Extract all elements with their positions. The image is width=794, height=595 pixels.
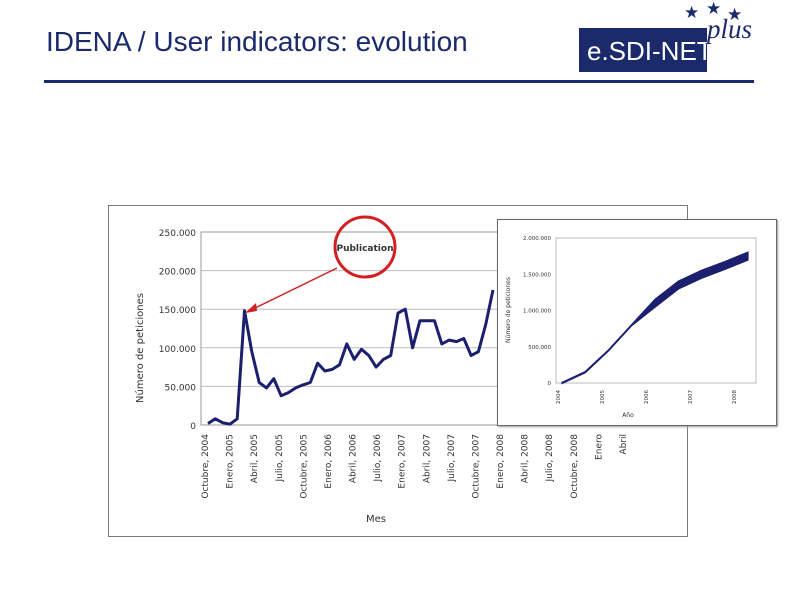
star-icon: ★ [679,26,693,43]
inset-x-tick-label: 2008 [732,390,738,404]
y-tick-label: 100.000 [159,345,196,355]
publication-label: Publication [336,244,393,254]
y-tick-label: 150.000 [159,306,196,316]
star-icon: ★ [684,3,700,22]
annotation-arrow [246,267,338,313]
inset-y-axis-label: Número de peticiones [505,277,512,343]
inset-y-tick-label: 1.000.000 [523,309,551,315]
inset-y-tick-label: 0 [548,381,552,387]
x-tick-label: Enero [594,434,604,460]
title-divider [44,80,754,83]
y-axis-label: Número de peticiones [134,293,146,403]
x-tick-label: Enero, 2005 [226,434,236,489]
x-tick-label: Julio, 2006 [373,434,383,483]
inset-x-tick-label: 2006 [644,390,650,404]
inset-plot-area [555,237,757,384]
x-tick-label: Octubre, 2005 [299,434,309,499]
x-tick-label: Abril, 2005 [250,434,260,483]
x-tick-label: Octubre, 2007 [471,434,481,499]
x-tick-label: Abril [619,434,629,455]
y-tick-label: 250.000 [159,229,196,239]
x-tick-labels: Octubre, 2004 Enero, 2005 Abril, 2005 Julio… [201,434,629,499]
inset-x-tick-labels: 2004 2005 2006 2007 2008 [556,390,738,404]
y-tick-label: 0 [190,422,196,432]
inset-y-tick-labels: 2.000.000 1.500.000 1.000.000 500.000 0 [523,236,552,387]
x-tick-label: Julio, 2005 [275,434,285,483]
inset-y-tick-label: 1.500.000 [523,272,551,278]
plot-area [200,231,502,426]
logo-background [579,28,707,72]
x-tick-label: Abril, 2007 [422,434,432,483]
slide-title: IDENA / User indicators: evolution [46,26,468,57]
x-tick-label: Julio, 2008 [545,434,555,483]
inset-series-band [561,251,749,385]
annotation-arrowhead [245,303,257,313]
inset-x-tick-label: 2004 [556,390,562,404]
y-tick-labels: 250.000 200.000 150.000 100.000 50.000 0 [159,229,196,432]
y-tick-label: 200.000 [159,268,196,278]
x-tick-label: Octubre, 2004 [201,434,211,499]
x-tick-label: Enero, 2007 [398,434,408,489]
x-tick-label: Abril, 2006 [349,434,359,483]
x-tick-label: Enero, 2006 [324,434,334,489]
cumulative-requests-chart-inset: 2.000.000 1.500.000 1.000.000 500.000 0 2004… [497,219,777,426]
x-axis-label: Mes [366,514,386,525]
star-icon: ★ [727,5,743,24]
logo-text: e.SDI-NET [587,36,713,66]
cumulative-requests-chart: 2.000.000 1.500.000 1.000.000 500.000 0 2004… [505,236,757,419]
gridlines [201,231,501,426]
esdi-net-plus-logo: e.SDI-NET plus ★ ★ ★ ★ [579,0,779,76]
x-tick-label: Enero, 2008 [496,434,506,489]
x-tick-label: Abril, 2008 [521,434,531,483]
logo-plus: plus [707,14,753,44]
x-tick-label: Julio, 2007 [447,434,457,483]
publication-highlight-ring [333,215,397,279]
inset-y-tick-label: 2.000.000 [523,236,551,242]
series-line [207,289,495,426]
inset-x-tick-label: 2005 [600,390,606,404]
x-tick-label: Octubre, 2008 [570,434,580,499]
y-tick-label: 50.000 [165,383,197,393]
inset-y-tick-label: 500.000 [528,345,551,351]
star-icon: ★ [706,0,722,18]
inset-x-axis-label: Año [622,412,634,419]
inset-x-tick-label: 2007 [688,390,694,404]
